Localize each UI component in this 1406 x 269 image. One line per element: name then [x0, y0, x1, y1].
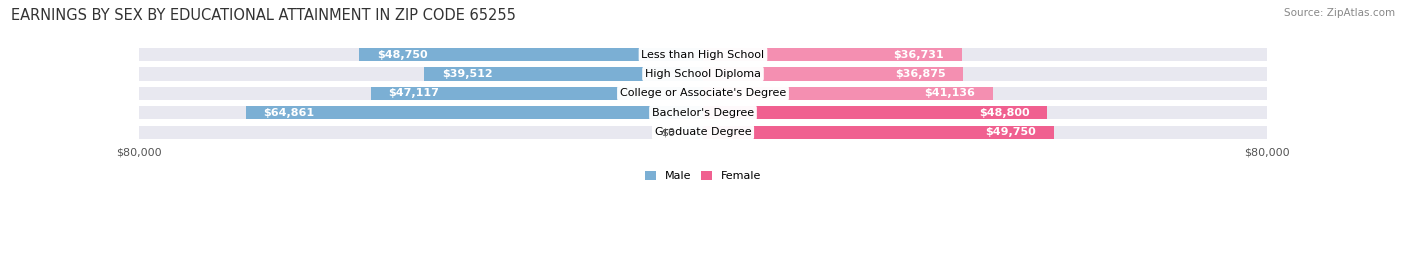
Bar	[371, 87, 703, 100]
Bar	[682, 126, 703, 139]
Text: Graduate Degree: Graduate Degree	[655, 127, 751, 137]
Text: $48,800: $48,800	[979, 108, 1029, 118]
Text: Bachelor's Degree: Bachelor's Degree	[652, 108, 754, 118]
Bar	[703, 126, 1267, 139]
Text: $47,117: $47,117	[388, 88, 439, 98]
Bar	[703, 67, 963, 80]
Text: $0: $0	[661, 127, 675, 137]
Text: College or Associate's Degree: College or Associate's Degree	[620, 88, 786, 98]
Text: $64,861: $64,861	[263, 108, 315, 118]
Bar	[139, 48, 703, 61]
Bar	[360, 48, 703, 61]
Text: Source: ZipAtlas.com: Source: ZipAtlas.com	[1284, 8, 1395, 18]
Bar	[703, 48, 962, 61]
Bar	[139, 126, 703, 139]
Legend: Male, Female: Male, Female	[641, 166, 765, 186]
Text: $36,731: $36,731	[894, 49, 945, 59]
Text: $39,512: $39,512	[441, 69, 492, 79]
Bar	[703, 67, 1267, 80]
Bar	[246, 106, 703, 119]
Text: $36,875: $36,875	[894, 69, 945, 79]
Text: $48,750: $48,750	[377, 49, 427, 59]
Bar	[703, 126, 1053, 139]
Bar	[703, 106, 1047, 119]
Bar	[139, 67, 703, 80]
Bar	[425, 67, 703, 80]
Bar	[139, 87, 703, 100]
Text: $41,136: $41,136	[925, 88, 976, 98]
Text: Less than High School: Less than High School	[641, 49, 765, 59]
Text: EARNINGS BY SEX BY EDUCATIONAL ATTAINMENT IN ZIP CODE 65255: EARNINGS BY SEX BY EDUCATIONAL ATTAINMEN…	[11, 8, 516, 23]
Bar	[703, 87, 993, 100]
Bar	[703, 48, 1267, 61]
Bar	[139, 106, 703, 119]
Bar	[703, 87, 1267, 100]
Text: High School Diploma: High School Diploma	[645, 69, 761, 79]
Bar	[703, 106, 1267, 119]
Text: $49,750: $49,750	[986, 127, 1036, 137]
